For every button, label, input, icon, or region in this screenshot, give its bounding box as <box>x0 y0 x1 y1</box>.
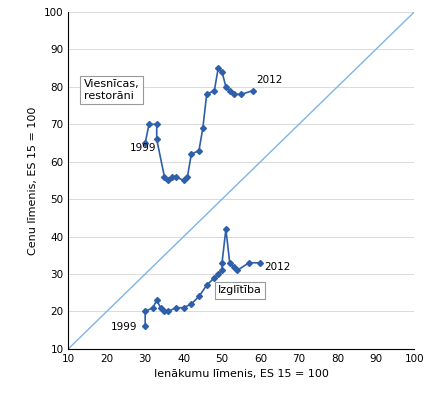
Text: 1999: 1999 <box>130 142 156 152</box>
Text: 1999: 1999 <box>110 322 137 332</box>
Y-axis label: Cenu līmenis, ES 15 = 100: Cenu līmenis, ES 15 = 100 <box>28 106 38 255</box>
Text: 2012: 2012 <box>264 262 290 272</box>
X-axis label: Ienākumu līmenis, ES 15 = 100: Ienākumu līmenis, ES 15 = 100 <box>153 369 328 379</box>
Text: 2012: 2012 <box>256 75 282 85</box>
Text: Izglītība: Izglītība <box>218 285 262 295</box>
Text: Viesnīcas,
restorāni: Viesnīcas, restorāni <box>83 79 139 101</box>
